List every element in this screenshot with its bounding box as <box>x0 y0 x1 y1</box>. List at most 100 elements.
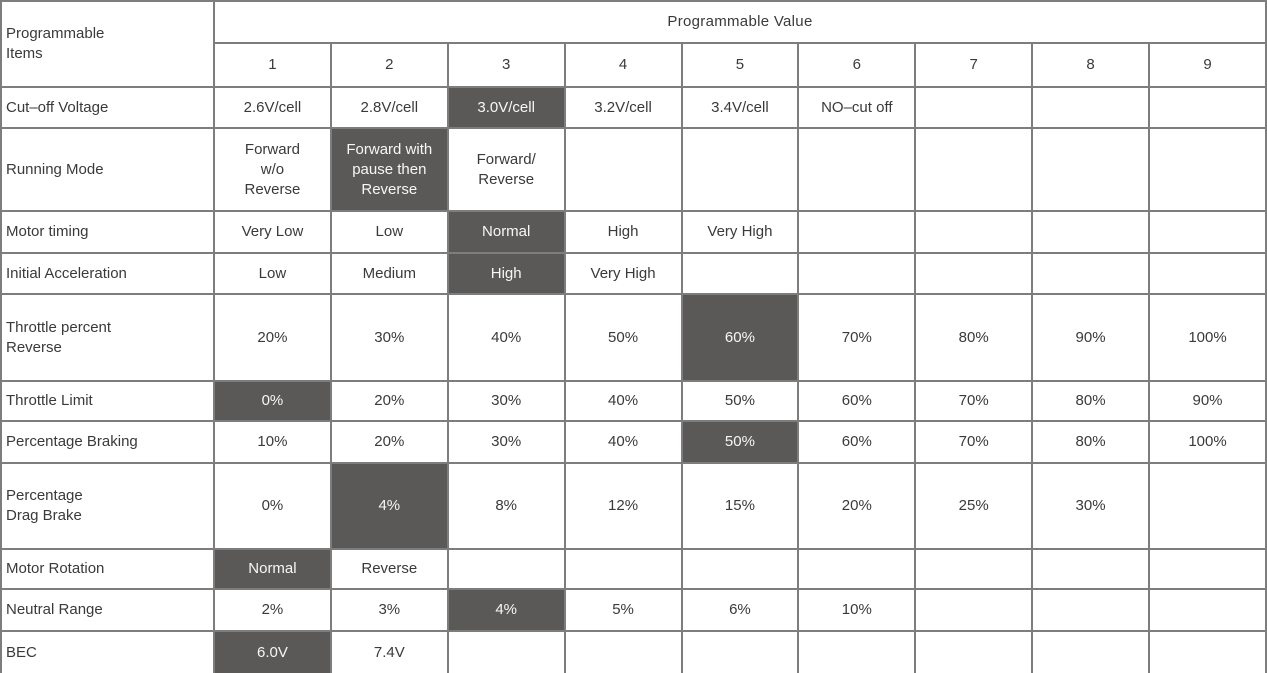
value-cell-selected: Normal <box>446 210 566 254</box>
value-cell: 50% <box>563 293 683 382</box>
value-cell: 20% <box>797 462 917 550</box>
column-number-3: 3 <box>446 42 566 88</box>
value-cell-empty <box>563 548 683 590</box>
value-cell: 30% <box>446 380 566 422</box>
item-label: Initial Acceleration <box>0 252 215 295</box>
value-cell: 50% <box>680 380 800 422</box>
value-cell: 90% <box>1148 380 1267 422</box>
value-cell-empty <box>563 127 683 212</box>
value-cell-empty <box>1148 630 1267 673</box>
value-cell-empty <box>1031 630 1150 673</box>
value-cell: 30% <box>329 293 449 382</box>
value-cell: 12% <box>563 462 683 550</box>
table-row: Throttle Limit 0% 20% 30% 40% 50% 60% 70% 80% 90% <box>0 380 1267 422</box>
item-label: BEC <box>0 630 215 673</box>
column-number-2: 2 <box>329 42 449 88</box>
value-cell: Low <box>213 252 332 295</box>
value-cell: 30% <box>446 420 566 464</box>
value-cell-empty <box>914 630 1034 673</box>
table-row: Percentage Braking 10% 20% 30% 40% 50% 60% 70% 8… <box>0 420 1267 464</box>
value-cell-empty <box>1031 127 1150 212</box>
value-cell: 80% <box>1031 420 1150 464</box>
value-cell: 90% <box>1031 293 1150 382</box>
value-cell: Low <box>329 210 449 254</box>
value-cell-selected: 50% <box>680 420 800 464</box>
value-cell-empty <box>680 630 800 673</box>
table-row: Percentage Drag Brake 0% 4% 8% 12% 15% 20% 25% 3… <box>0 462 1267 550</box>
table-row: BEC 6.0V 7.4V <box>0 630 1267 673</box>
value-cell: Very High <box>680 210 800 254</box>
item-label: Neutral Range <box>0 588 215 632</box>
value-cell-selected: Normal <box>213 548 332 590</box>
value-cell: Forward w/o Reverse <box>213 127 332 212</box>
value-cell-empty <box>1148 462 1267 550</box>
value-cell: 30% <box>1031 462 1150 550</box>
value-cell-empty <box>914 210 1034 254</box>
value-cell: Forward/ Reverse <box>446 127 566 212</box>
column-number-1: 1 <box>213 42 332 88</box>
value-cell: 15% <box>680 462 800 550</box>
value-cell: Very Low <box>213 210 332 254</box>
table-body: Cut–off Voltage 2.6V/cell 2.8V/cell 3.0V/ce… <box>0 86 1267 673</box>
value-cell: 40% <box>563 380 683 422</box>
value-cell-selected: 60% <box>680 293 800 382</box>
value-cell: 20% <box>329 420 449 464</box>
value-cell-empty <box>680 252 800 295</box>
value-cell-selected: 4% <box>446 588 566 632</box>
value-cell-empty <box>797 548 917 590</box>
table-row: Cut–off Voltage 2.6V/cell 2.8V/cell 3.0V/ce… <box>0 86 1267 129</box>
value-cell: 100% <box>1148 420 1267 464</box>
value-cell: 3.4V/cell <box>680 86 800 129</box>
value-cell-empty <box>1148 548 1267 590</box>
value-cell: 80% <box>1031 380 1150 422</box>
item-label: Motor Rotation <box>0 548 215 590</box>
item-label: Percentage Drag Brake <box>0 462 215 550</box>
value-cell: 5% <box>563 588 683 632</box>
value-cell-empty <box>1148 588 1267 632</box>
value-cell: 6% <box>680 588 800 632</box>
value-cell-empty <box>1031 588 1150 632</box>
value-cell: 3.2V/cell <box>563 86 683 129</box>
value-cell-empty <box>914 548 1034 590</box>
column-number-7: 7 <box>914 42 1034 88</box>
value-cell-empty <box>680 548 800 590</box>
value-cell-empty <box>446 548 566 590</box>
column-number-6: 6 <box>797 42 917 88</box>
value-cell: 2.6V/cell <box>213 86 332 129</box>
header-row-top: Programmable Items Programmable Value <box>0 0 1267 88</box>
value-cell-empty <box>914 252 1034 295</box>
value-cell-empty <box>1148 252 1267 295</box>
value-cell: 10% <box>213 420 332 464</box>
value-cell: 20% <box>213 293 332 382</box>
value-cell-empty <box>797 210 917 254</box>
table-row: Initial Acceleration Low Medium High Very Hi… <box>0 252 1267 295</box>
item-label: Percentage Braking <box>0 420 215 464</box>
value-cell: 0% <box>213 462 332 550</box>
value-header-cell: Programmable Value <box>213 0 1267 44</box>
value-cell-empty <box>446 630 566 673</box>
value-cell: 60% <box>797 380 917 422</box>
column-number-9: 9 <box>1148 42 1267 88</box>
value-cell: 2% <box>213 588 332 632</box>
value-cell-empty <box>563 630 683 673</box>
items-header-cell: Programmable Items <box>0 0 215 88</box>
column-number-4: 4 <box>563 42 683 88</box>
value-cell: 10% <box>797 588 917 632</box>
value-cell-selected: 4% <box>329 462 449 550</box>
value-cell: 70% <box>797 293 917 382</box>
value-cell: NO–cut off <box>797 86 917 129</box>
value-cell: Reverse <box>329 548 449 590</box>
value-cell: 80% <box>914 293 1034 382</box>
value-cell-selected: 3.0V/cell <box>446 86 566 129</box>
table-row: Motor timing Very Low Low Normal High Very Hi… <box>0 210 1267 254</box>
item-label: Throttle percent Reverse <box>0 293 215 382</box>
table-row: Running Mode Forward w/o Reverse Forward w… <box>0 127 1267 212</box>
value-cell-selected: Forward with pause then Reverse <box>329 127 449 212</box>
value-cell-empty <box>1148 127 1267 212</box>
column-number-5: 5 <box>680 42 800 88</box>
value-cell: 2.8V/cell <box>329 86 449 129</box>
